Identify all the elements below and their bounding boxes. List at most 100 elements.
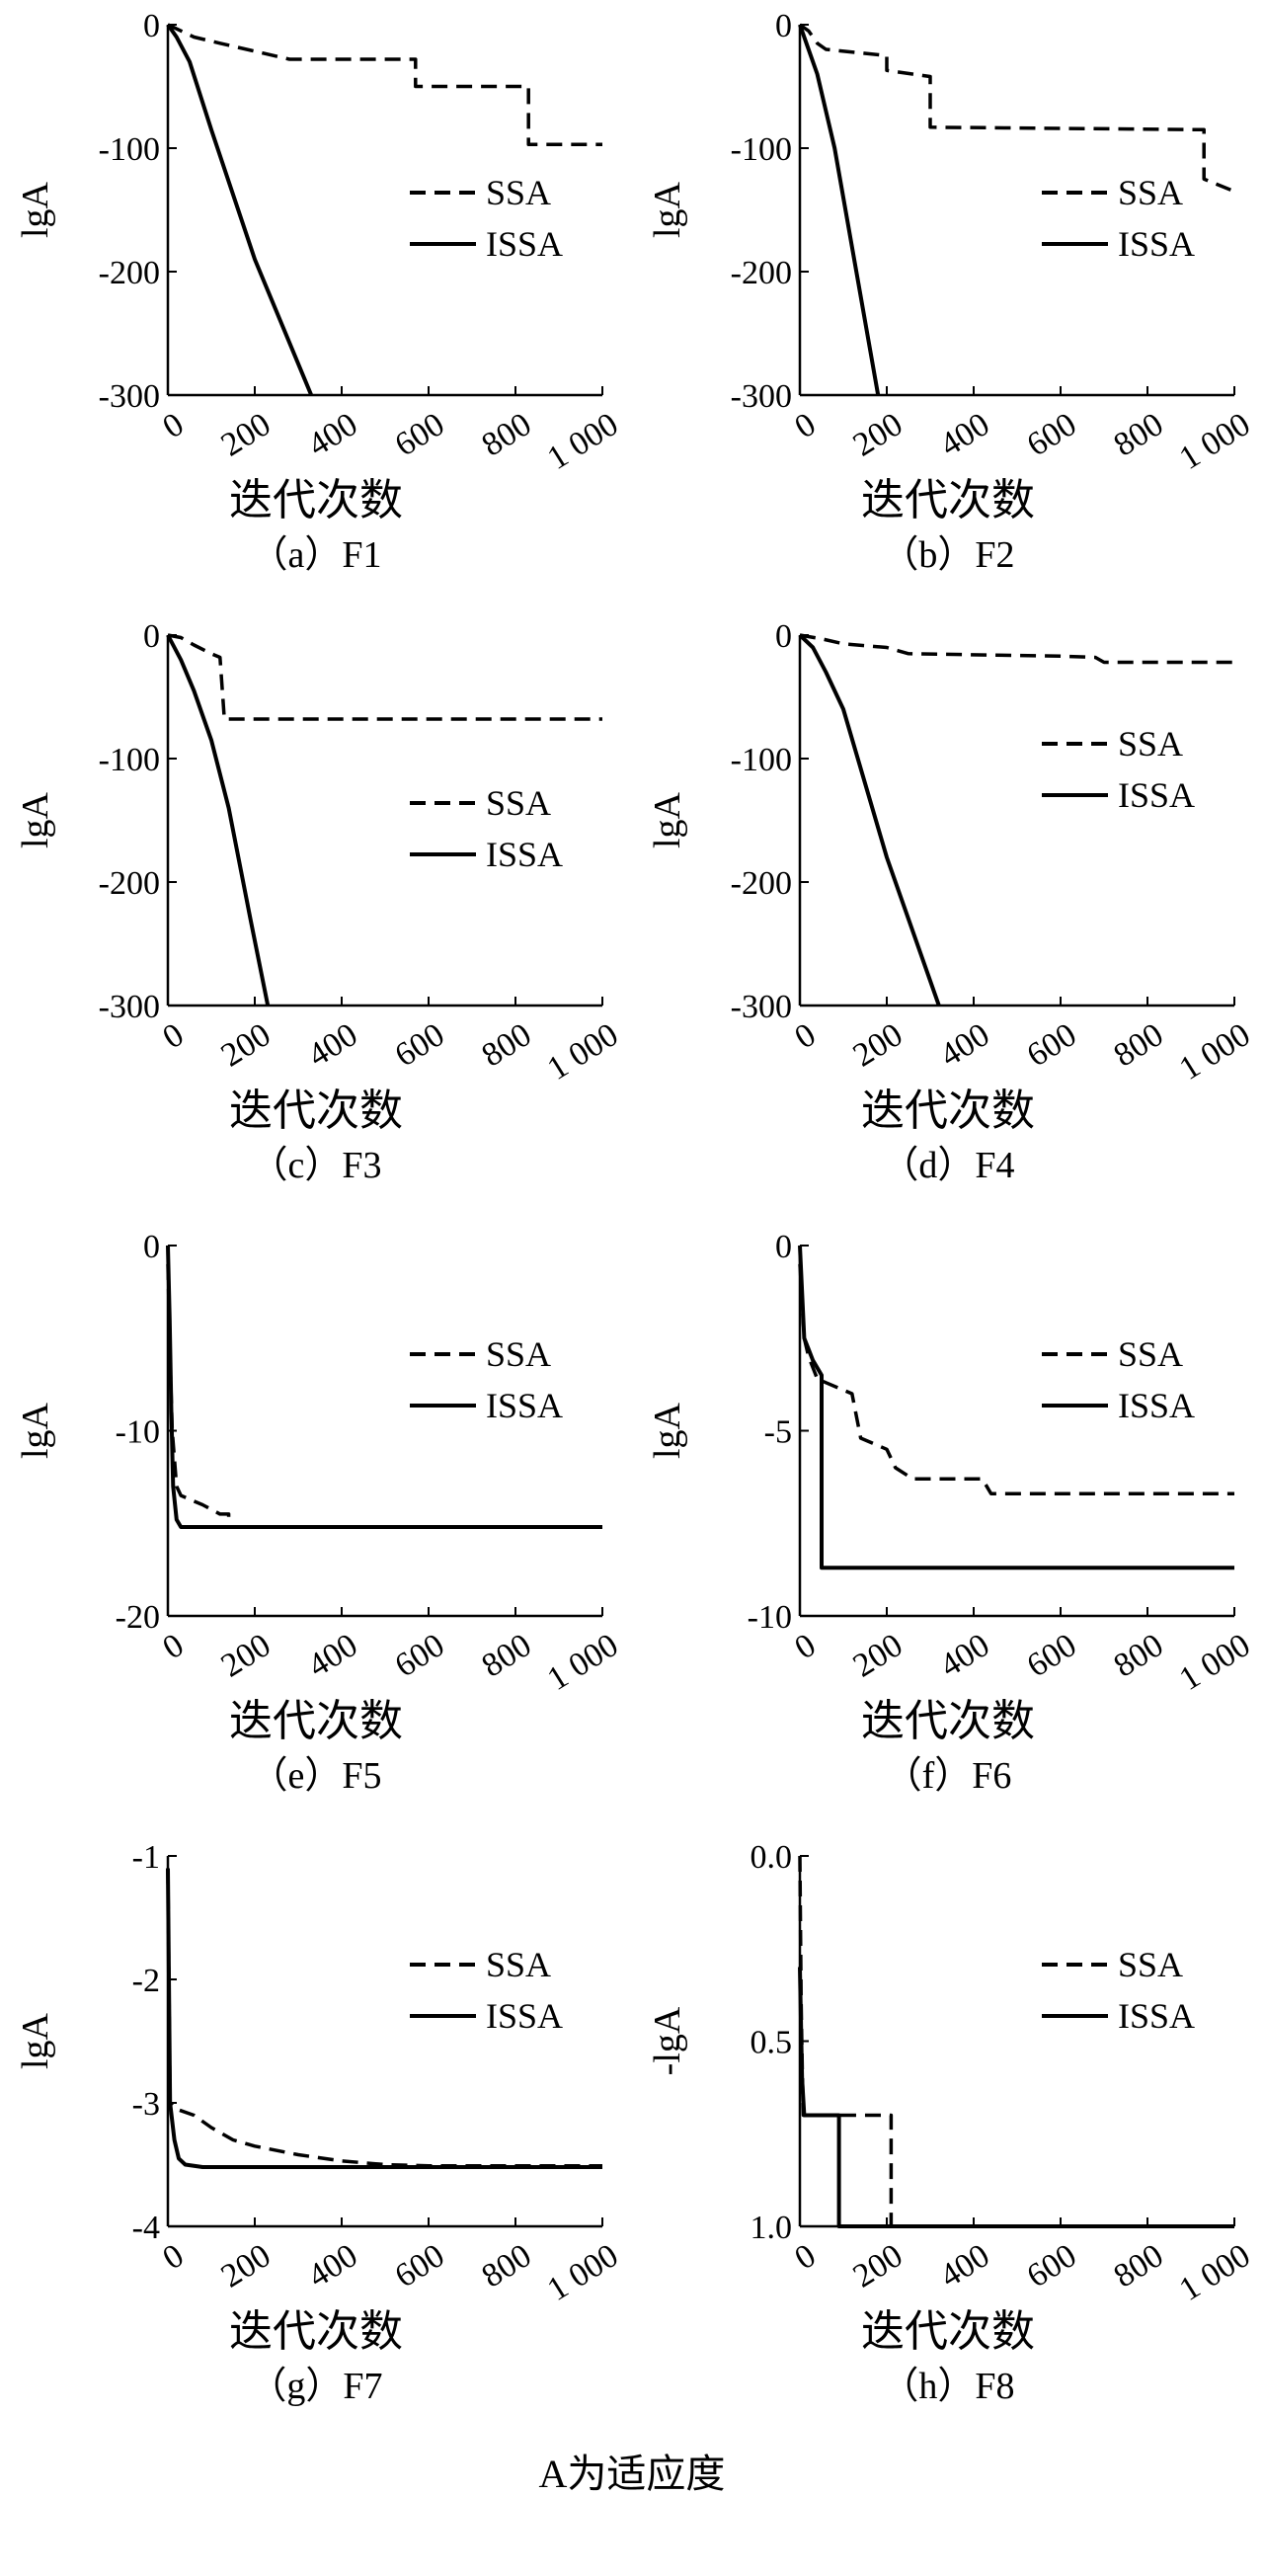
series-line-ssa xyxy=(166,1868,602,2168)
legend-label-issa: ISSA xyxy=(1118,224,1195,264)
y-tick-label: -3 xyxy=(132,2086,160,2123)
series-line-issa xyxy=(798,24,881,396)
legend-label-ssa: SSA xyxy=(1118,1945,1183,1984)
x-tick-label: 800 xyxy=(476,1627,538,1684)
y-tick-label: -200 xyxy=(99,865,160,902)
series-line-issa xyxy=(166,634,271,1006)
series-line-ssa xyxy=(799,633,1234,665)
chart-panel: 0 200 400 600 800 1 000 0 -100 -200 -300 lgA SSA ISS… xyxy=(632,0,1264,610)
x-tick-label: 200 xyxy=(847,1016,909,1074)
y-tick-label: -200 xyxy=(99,255,160,291)
series-line-ssa xyxy=(166,1263,231,1524)
chart-panel: 0 200 400 600 800 1 000 0 -100 -200 -300 lgA SSA ISS… xyxy=(0,0,632,610)
x-tick-label: 800 xyxy=(1108,406,1170,463)
y-axis-label: lgA xyxy=(647,1402,688,1459)
y-tick-label: 0 xyxy=(775,1229,792,1265)
x-axis-label: 迭代次数 xyxy=(861,1697,1035,1745)
x-tick-label: 600 xyxy=(1021,1627,1083,1684)
y-tick-label: -10 xyxy=(116,1414,160,1451)
x-tick-label: 600 xyxy=(389,2237,451,2294)
y-axis-label: -lgA xyxy=(647,2006,688,2075)
x-tick-label: 600 xyxy=(389,1016,451,1074)
y-axis-label: lgA xyxy=(15,181,56,238)
y-tick-label: -100 xyxy=(99,742,160,778)
x-tick-label: 0 xyxy=(157,1016,191,1056)
x-tick-label: 0 xyxy=(157,2237,191,2277)
x-tick-label: 0 xyxy=(789,1016,823,1056)
x-tick-label: 200 xyxy=(215,406,277,463)
x-tick-label: 400 xyxy=(302,406,364,463)
legend-label-issa: ISSA xyxy=(486,224,563,264)
y-tick-label: -20 xyxy=(116,1599,160,1636)
y-tick-label: -100 xyxy=(731,742,792,778)
legend-label-ssa: SSA xyxy=(486,783,551,823)
y-tick-label: 0 xyxy=(143,618,160,655)
y-tick-label: -1 xyxy=(132,1839,160,1876)
chart-caption: （e）F5 xyxy=(250,1755,382,1797)
chart-panel: 0 200 400 600 800 1 000 0 -100 -200 -300 lgA SSA ISS… xyxy=(0,610,632,1221)
x-axis-label: 迭代次数 xyxy=(229,1087,403,1135)
x-tick-label: 0 xyxy=(157,406,191,445)
legend-label-ssa: SSA xyxy=(1118,724,1183,764)
y-tick-label: -4 xyxy=(132,2210,160,2246)
x-tick-label: 200 xyxy=(215,2237,277,2294)
y-axis-label: lgA xyxy=(15,2012,56,2069)
chart-panel: 0 200 400 600 800 1 000 0 -10 -20 lgA SSA ISSA 迭代次数（… xyxy=(0,1221,632,1831)
y-tick-label: -10 xyxy=(748,1599,792,1636)
y-tick-label: -300 xyxy=(731,378,792,415)
x-tick-label: 600 xyxy=(1021,2237,1083,2294)
x-tick-label: 400 xyxy=(934,1627,996,1684)
x-tick-label: 600 xyxy=(389,1627,451,1684)
legend-label-ssa: SSA xyxy=(486,1334,551,1374)
series-line-issa xyxy=(798,1245,1234,1570)
x-tick-label: 0 xyxy=(789,406,823,445)
chart-caption: （f）F6 xyxy=(884,1755,1012,1797)
y-axis-label: lgA xyxy=(647,791,688,848)
chart-caption: （c）F3 xyxy=(250,1145,382,1186)
y-axis-label: lgA xyxy=(15,1402,56,1459)
chart-caption: （b）F2 xyxy=(881,534,1015,576)
figure-footnote: A为适应度 xyxy=(538,2452,726,2496)
y-tick-label: 0 xyxy=(775,8,792,44)
y-tick-label: -300 xyxy=(99,989,160,1025)
y-tick-label: 0 xyxy=(143,8,160,44)
chart-panel: 0 200 400 600 800 1 000 0 -5 -10 lgA SSA ISSA 迭代次数 （f… xyxy=(632,1221,1264,1831)
x-tick-label: 400 xyxy=(302,2237,364,2294)
x-tick-label: 800 xyxy=(1108,2237,1170,2294)
x-tick-label: 400 xyxy=(934,406,996,463)
series-line-ssa xyxy=(798,1855,1234,2228)
x-tick-label: 200 xyxy=(847,406,909,463)
x-axis-label: 迭代次数 xyxy=(861,2307,1035,2356)
legend-label-ssa: SSA xyxy=(486,1945,551,1984)
series-line-issa xyxy=(166,1868,602,2169)
y-axis-label: lgA xyxy=(15,791,56,848)
x-axis-label: 迭代次数 xyxy=(229,2307,403,2356)
x-tick-label: 0 xyxy=(157,1627,191,1666)
chart-caption: （h）F8 xyxy=(881,2366,1015,2407)
chart-caption: （g）F7 xyxy=(249,2366,383,2407)
chart-caption: （a）F1 xyxy=(250,534,382,576)
y-tick-label: -200 xyxy=(731,255,792,291)
legend-label-issa: ISSA xyxy=(486,1996,563,2036)
x-tick-label: 0 xyxy=(789,1627,823,1666)
x-tick-label: 400 xyxy=(302,1627,364,1684)
x-axis-label: 迭代次数 xyxy=(861,476,1035,524)
legend-label-ssa: SSA xyxy=(1118,173,1183,212)
y-tick-label: -100 xyxy=(731,131,792,168)
series-line-ssa xyxy=(167,633,602,721)
x-tick-label: 800 xyxy=(476,1016,538,1074)
series-line-issa xyxy=(166,1245,602,1529)
y-tick-label: 0.0 xyxy=(750,1839,793,1876)
legend-label-issa: ISSA xyxy=(1118,775,1195,815)
x-tick-label: 800 xyxy=(476,406,538,463)
x-tick-label: 600 xyxy=(389,406,451,463)
series-line-issa xyxy=(798,633,941,1006)
y-tick-label: 0 xyxy=(143,1229,160,1265)
